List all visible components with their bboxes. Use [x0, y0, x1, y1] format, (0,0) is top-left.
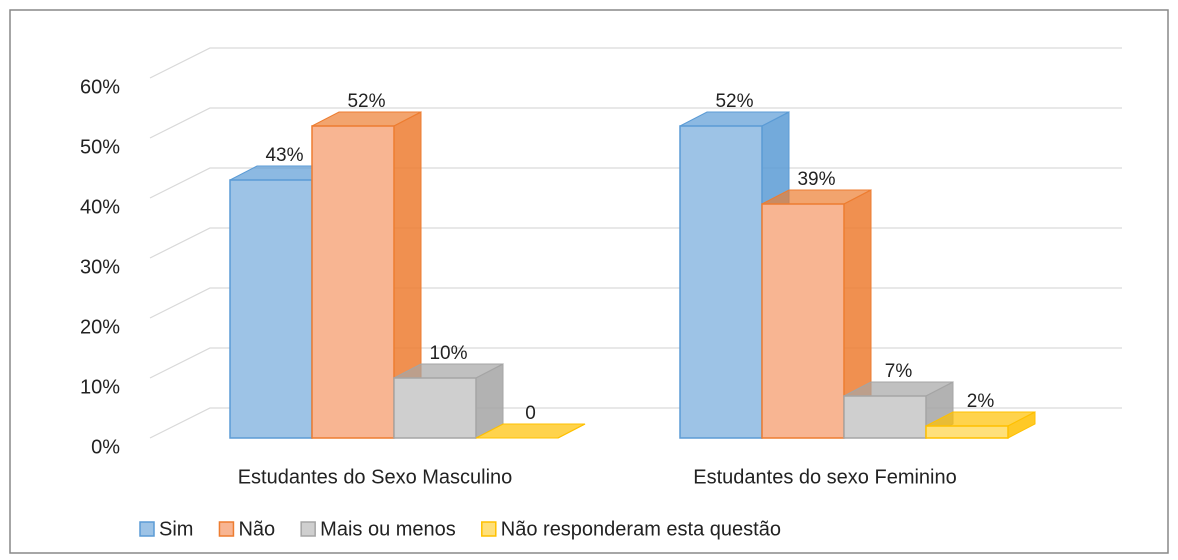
y-tick-label: 50% — [80, 136, 120, 158]
legend-swatch — [481, 521, 497, 537]
grid-line — [149, 107, 1122, 139]
x-tick-label: Estudantes do Sexo Masculino — [238, 466, 513, 488]
y-tick-label: 30% — [80, 256, 120, 278]
y-tick-label: 10% — [80, 376, 120, 398]
legend-label: Mais ou menos — [320, 518, 456, 540]
legend-swatch — [300, 521, 316, 537]
legend-swatch — [218, 521, 235, 537]
value-label: 2% — [967, 391, 995, 412]
y-tick-label: 60% — [80, 76, 120, 98]
grid-line — [149, 167, 1122, 199]
y-tick-label: 40% — [80, 196, 120, 218]
bar — [311, 125, 395, 439]
grid-line — [149, 47, 1122, 79]
bar-top — [475, 423, 586, 439]
bar — [393, 377, 477, 439]
value-label: 0 — [525, 403, 536, 424]
x-tick-label: Estudantes do sexo Feminino — [693, 466, 957, 488]
bar — [229, 179, 313, 439]
bar — [925, 425, 1009, 439]
y-tick-label: 0% — [91, 436, 120, 458]
bar — [843, 395, 927, 439]
value-label: 52% — [715, 91, 753, 112]
bar — [679, 125, 763, 439]
y-tick-label: 20% — [80, 316, 120, 338]
legend-label: Sim — [159, 518, 193, 540]
value-label: 52% — [347, 91, 385, 112]
legend-label: Não — [238, 518, 275, 540]
legend-swatch — [139, 521, 155, 537]
legend-label: Não responderam esta questão — [501, 518, 781, 540]
value-label: 7% — [885, 361, 913, 382]
value-label: 43% — [265, 145, 303, 166]
value-label: 10% — [429, 343, 467, 364]
bar — [761, 203, 845, 439]
chart-frame — [9, 9, 1169, 554]
value-label: 39% — [797, 169, 835, 190]
